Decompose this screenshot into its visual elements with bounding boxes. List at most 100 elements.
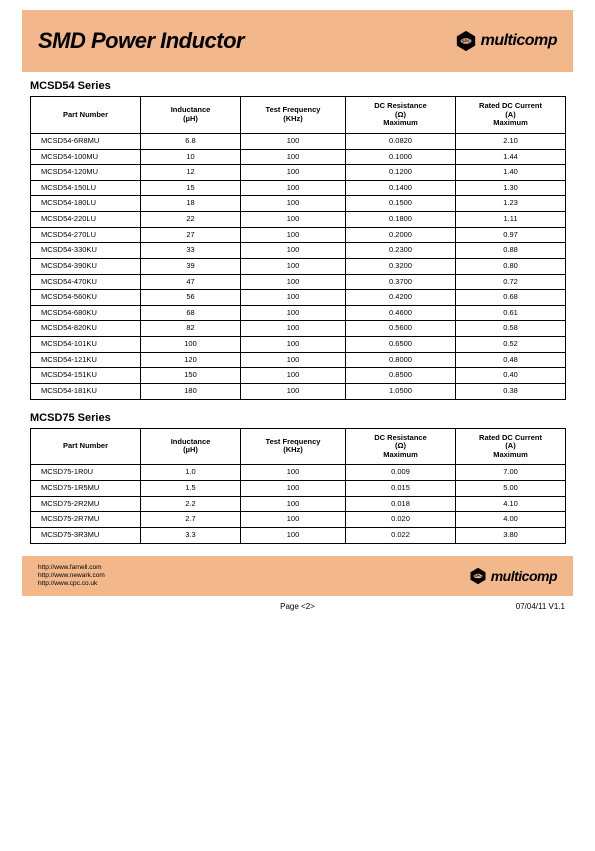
table-cell: 100 (241, 527, 346, 543)
table-row: MCSD54-220LU221000.18001.11 (31, 212, 566, 228)
table-cell: 0.022 (346, 527, 456, 543)
table-row: MCSD54-150LU151000.14001.30 (31, 180, 566, 196)
table-cell: 7.00 (456, 465, 566, 481)
table-cell: 47 (141, 274, 241, 290)
table-cell: MCSD75-2R2MU (31, 496, 141, 512)
series1-table: Part Number Inductance(µH) Test Frequenc… (30, 96, 566, 400)
table-cell: 0.3200 (346, 258, 456, 274)
table-cell: 100 (241, 258, 346, 274)
table-row: MCSD54-560KU561000.42000.68 (31, 290, 566, 306)
table-cell: 0.2000 (346, 227, 456, 243)
col-part-number: Part Number (31, 428, 141, 465)
brand-text: multicomp (491, 568, 557, 584)
table-row: MCSD54-120MU121000.12001.40 (31, 165, 566, 181)
table-cell: MCSD75-1R5MU (31, 481, 141, 497)
col-inductance: Inductance(µH) (141, 97, 241, 134)
table-cell: 100 (241, 352, 346, 368)
table-cell: 22 (141, 212, 241, 228)
table-cell: 180 (141, 383, 241, 399)
table-row: MCSD54-100MU101000.10001.44 (31, 149, 566, 165)
table-cell: 0.1200 (346, 165, 456, 181)
table-cell: 0.52 (456, 337, 566, 353)
hexagon-icon: SPC (469, 567, 487, 585)
table-header: Part Number Inductance(µH) Test Frequenc… (31, 97, 566, 134)
table-cell: MCSD75-1R0U (31, 465, 141, 481)
table-cell: 12 (141, 165, 241, 181)
page-title: SMD Power Inductor (38, 28, 244, 54)
table-cell: 56 (141, 290, 241, 306)
table-row: MCSD54-820KU821000.56000.58 (31, 321, 566, 337)
col-rated-dc-current: Rated DC Current(A)Maximum (456, 97, 566, 134)
table-cell: 0.4600 (346, 305, 456, 321)
table-cell: 0.5600 (346, 321, 456, 337)
table-cell: MCSD54-680KU (31, 305, 141, 321)
table-row: MCSD75-3R3MU3.31000.0223.80 (31, 527, 566, 543)
table-cell: MCSD54-560KU (31, 290, 141, 306)
table-row: MCSD54-390KU391000.32000.80 (31, 258, 566, 274)
table-cell: MCSD54-470KU (31, 274, 141, 290)
table-row: MCSD75-2R7MU2.71000.0204.00 (31, 512, 566, 528)
table-cell: MCSD54-151KU (31, 368, 141, 384)
table-cell: 0.1000 (346, 149, 456, 165)
header-band: SMD Power Inductor SPC multicomp (22, 10, 573, 72)
table-cell: 0.015 (346, 481, 456, 497)
page-number: Page <2> (280, 602, 315, 611)
table-cell: 18 (141, 196, 241, 212)
table-cell: 3.80 (456, 527, 566, 543)
col-rated-dc-current: Rated DC Current(A)Maximum (456, 428, 566, 465)
table-cell: MCSD54-150LU (31, 180, 141, 196)
table-cell: 100 (241, 133, 346, 149)
table-cell: 1.0500 (346, 383, 456, 399)
table-cell: 0.38 (456, 383, 566, 399)
col-inductance: Inductance(µH) (141, 428, 241, 465)
table-cell: 82 (141, 321, 241, 337)
table-cell: 1.30 (456, 180, 566, 196)
hexagon-icon: SPC (455, 30, 477, 52)
table-cell: MCSD54-270LU (31, 227, 141, 243)
table-cell: 100 (241, 305, 346, 321)
table-cell: MCSD75-2R7MU (31, 512, 141, 528)
svg-text:SPC: SPC (461, 38, 471, 43)
table-cell: 0.8500 (346, 368, 456, 384)
footer-links: http://www.farnell.com http://www.newark… (38, 564, 105, 587)
col-dc-resistance: DC Resistance(Ω)Maximum (346, 97, 456, 134)
table-cell: 0.8000 (346, 352, 456, 368)
table-cell: MCSD54-120MU (31, 165, 141, 181)
table-cell: 5.00 (456, 481, 566, 497)
table-cell: 100 (241, 368, 346, 384)
table-cell: 150 (141, 368, 241, 384)
table-cell: 100 (241, 465, 346, 481)
footer-band: http://www.farnell.com http://www.newark… (22, 556, 573, 596)
brand-logo: SPC multicomp (455, 30, 557, 52)
table-row: MCSD54-6R8MU6.81000.08202.10 (31, 133, 566, 149)
table-cell: 100 (141, 337, 241, 353)
series1-title: MCSD54 Series (30, 80, 565, 92)
table-cell: 0.018 (346, 496, 456, 512)
table-header: Part Number Inductance(µH) Test Frequenc… (31, 428, 566, 465)
table-cell: 100 (241, 196, 346, 212)
table-cell: 100 (241, 243, 346, 259)
table-cell: 4.10 (456, 496, 566, 512)
table-cell: 0.72 (456, 274, 566, 290)
table-cell: 100 (241, 180, 346, 196)
table-cell: 0.1500 (346, 196, 456, 212)
table-cell: 0.009 (346, 465, 456, 481)
table-cell: 6.8 (141, 133, 241, 149)
table-cell: 2.10 (456, 133, 566, 149)
table-cell: 39 (141, 258, 241, 274)
table-cell: 15 (141, 180, 241, 196)
table-row: MCSD54-181KU1801001.05000.38 (31, 383, 566, 399)
table-cell: MCSD54-181KU (31, 383, 141, 399)
table-row: MCSD54-151KU1501000.85000.40 (31, 368, 566, 384)
table-cell: 100 (241, 149, 346, 165)
table-cell: 0.1800 (346, 212, 456, 228)
table-cell: 100 (241, 212, 346, 228)
svg-text:SPC: SPC (474, 574, 482, 578)
footer-link: http://www.newark.com (38, 572, 105, 579)
version-text: 07/04/11 V1.1 (516, 602, 565, 611)
table-cell: 100 (241, 290, 346, 306)
table-row: MCSD54-470KU471000.37000.72 (31, 274, 566, 290)
table-cell: 27 (141, 227, 241, 243)
table-cell: 0.61 (456, 305, 566, 321)
table-row: MCSD54-101KU1001000.65000.52 (31, 337, 566, 353)
